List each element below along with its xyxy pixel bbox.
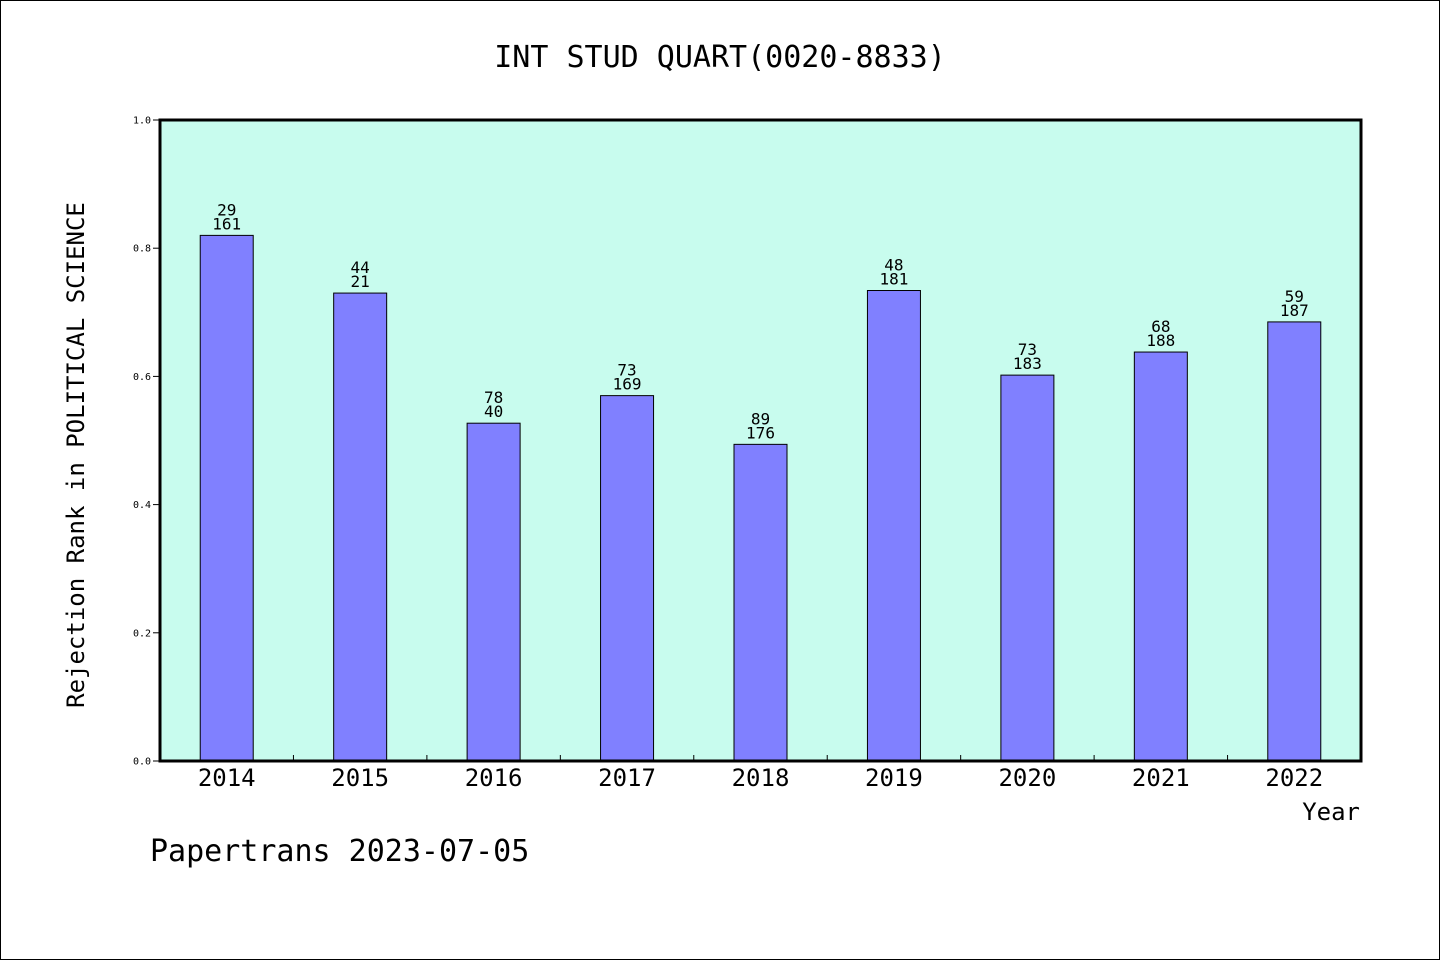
rank-label-2017: 73	[617, 361, 636, 380]
y-tick-label: 0.4	[133, 500, 151, 511]
rank-label-2015: 44	[351, 258, 370, 277]
bar-2020	[1000, 374, 1055, 762]
x-tick-label-2015: 2015	[331, 764, 389, 792]
y-tick-label: 1.0	[133, 116, 151, 127]
plot-border	[158, 118, 1363, 763]
rank-label-2022: 59	[1285, 287, 1304, 306]
chart-title: INT STUD QUART(0020-8833)	[494, 40, 946, 75]
total-label-2019: 181	[879, 270, 908, 289]
bar-2018	[733, 443, 788, 762]
rank-label-2018: 89	[751, 409, 770, 428]
bar-2022	[1267, 321, 1322, 762]
x-axis-label: Year	[1302, 798, 1360, 826]
total-label-2022: 187	[1280, 301, 1309, 320]
x-tick-label-2022: 2022	[1265, 764, 1323, 792]
total-label-2014: 161	[212, 214, 241, 233]
rank-label-2014: 29	[217, 200, 236, 219]
credit-text: Papertrans 2023-07-05	[150, 834, 530, 869]
bar-2021	[1133, 351, 1188, 762]
x-tick-label-2016: 2016	[465, 764, 523, 792]
rank-label-2016: 78	[484, 388, 503, 407]
y-tick-label: 0.6	[133, 372, 151, 383]
x-tick-label-2021: 2021	[1132, 764, 1190, 792]
total-label-2021: 188	[1146, 331, 1175, 350]
total-label-2020: 183	[1013, 354, 1042, 373]
bar-2017	[600, 395, 655, 762]
x-tick-label-2014: 2014	[198, 764, 256, 792]
y-tick-label: 0.8	[133, 244, 151, 255]
total-label-2018: 176	[746, 423, 775, 442]
rank-label-2021: 68	[1151, 317, 1170, 336]
total-label-2016: 40	[484, 402, 503, 421]
total-label-2015: 21	[351, 272, 370, 291]
bar-2016	[466, 422, 521, 762]
rank-label-2020: 73	[1018, 340, 1037, 359]
x-tick-label-2019: 2019	[865, 764, 923, 792]
bar-2019	[866, 290, 921, 762]
total-label-2017: 169	[613, 375, 642, 394]
bar-2015	[333, 292, 388, 762]
rank-label-2019: 48	[884, 256, 903, 275]
bar-2014	[199, 234, 254, 762]
x-tick-label-2017: 2017	[598, 764, 656, 792]
x-tick-label-2018: 2018	[732, 764, 790, 792]
y-axis-label: Rejection Rank in POLITICAL SCIENCE	[62, 202, 90, 708]
y-tick-label: 0.0	[133, 757, 151, 768]
y-tick-label: 0.2	[133, 628, 151, 639]
x-tick-label-2020: 2020	[998, 764, 1056, 792]
